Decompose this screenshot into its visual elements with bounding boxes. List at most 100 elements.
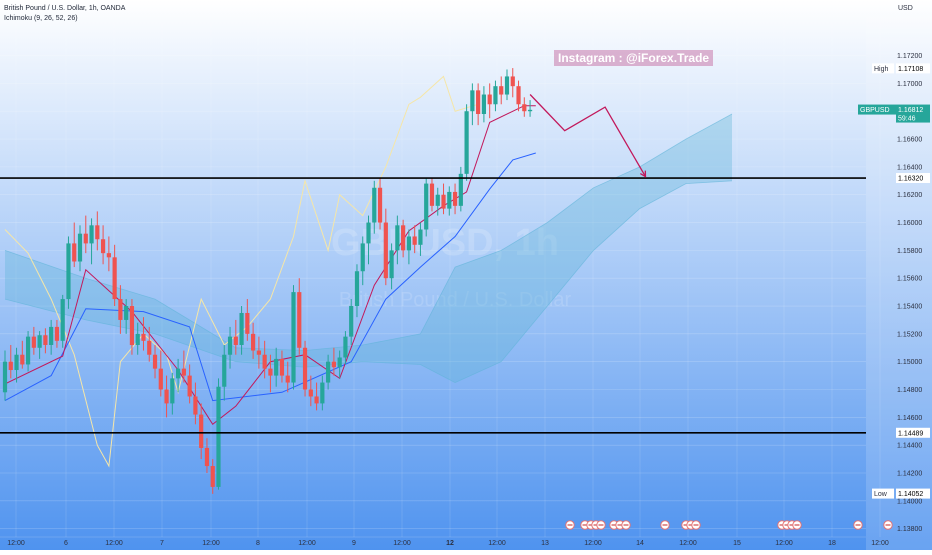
price-tick-label: 1.15200 — [897, 331, 922, 338]
ichimoku-cloud — [4, 113, 733, 384]
horizontal-levels[interactable] — [0, 177, 866, 434]
candle-body — [227, 336, 233, 355]
time-tick-label: 15 — [733, 540, 741, 547]
time-tick-label: 9 — [352, 540, 356, 547]
candle-body — [476, 90, 481, 115]
candle-body — [199, 414, 204, 448]
price-tick-label: 1.16000 — [897, 220, 922, 227]
candle-body — [72, 243, 77, 262]
candle-body — [441, 194, 446, 209]
cloud-area — [5, 114, 732, 383]
candle-body — [158, 368, 163, 390]
time-tick-label: 13 — [541, 540, 549, 547]
candle-body — [25, 336, 31, 365]
event-icon[interactable] — [691, 520, 701, 530]
price-label-countdown: 59:46 — [898, 116, 916, 123]
event-icon[interactable] — [660, 520, 670, 530]
candle-body — [481, 94, 487, 115]
event-icon[interactable] — [792, 520, 802, 530]
time-tick-label: 12:00 — [584, 540, 602, 547]
candle-body — [464, 111, 469, 174]
candle-body — [320, 382, 325, 404]
price-label-value-bg — [896, 427, 930, 438]
event-icon[interactable] — [621, 520, 631, 530]
candle-body — [372, 187, 377, 223]
price-label-tag: Low — [874, 491, 888, 498]
candle-body — [8, 361, 13, 371]
candle-body — [418, 229, 423, 245]
cloud-lower-line — [4, 180, 733, 384]
event-icons[interactable] — [565, 520, 893, 530]
candle-body — [510, 76, 515, 87]
candle-body — [187, 375, 192, 397]
time-tick-label: 8 — [256, 540, 260, 547]
candle-body — [331, 361, 336, 368]
candle-body — [239, 312, 244, 345]
event-icon[interactable] — [596, 520, 606, 530]
candle-body — [43, 335, 48, 345]
candle-body — [106, 253, 111, 258]
price-axis-bg — [866, 0, 932, 550]
candle-body — [77, 233, 83, 262]
price-tick-label: 1.14600 — [897, 415, 922, 422]
price-tick-label: 1.14800 — [897, 387, 922, 394]
candle-body — [89, 225, 94, 244]
price-tick-label: 1.17000 — [897, 81, 922, 88]
candle-body — [406, 236, 411, 251]
instagram-promo: Instagram : @iForex.Trade — [554, 50, 714, 66]
candle-body — [291, 292, 296, 383]
time-tick-label: 12 — [446, 540, 454, 547]
candle-body — [308, 389, 313, 397]
candle-body — [349, 306, 354, 337]
price-label-tag-bg — [872, 488, 894, 499]
candle-body — [66, 243, 71, 300]
candle-body — [343, 336, 348, 358]
candle-body — [112, 257, 117, 300]
candle-body — [429, 183, 435, 206]
candle-body — [170, 378, 175, 404]
candle-body — [135, 333, 140, 345]
candle-body — [233, 336, 238, 345]
price-label-value: 1.14489 — [898, 430, 923, 437]
price-label-value: 1.17108 — [898, 66, 923, 73]
candle-body — [360, 243, 365, 272]
candle-body — [118, 299, 123, 320]
price-label-value: 1.16320 — [898, 176, 923, 183]
time-axis[interactable]: 12:00 6 12:00 7 12:00 8 12:00 9 12:00 12 12:00 13 12… — [0, 536, 889, 547]
candle-body — [279, 358, 285, 376]
time-tick-label: 18 — [828, 540, 836, 547]
candle-body — [470, 90, 475, 112]
candle-body — [95, 225, 100, 240]
projection-arrow[interactable] — [529, 94, 647, 178]
candle-body — [447, 191, 452, 209]
candle-body — [31, 336, 36, 348]
candle-body — [204, 447, 210, 467]
candle-body — [527, 109, 533, 112]
candle-body — [452, 191, 458, 206]
candle-body — [152, 354, 158, 369]
price-axis[interactable]: USD1.172001.170001.168001.166001.164001.… — [858, 0, 932, 550]
candle-body — [285, 375, 290, 383]
candle-body — [181, 368, 186, 376]
candle-body — [216, 386, 221, 487]
candle-body — [49, 326, 54, 345]
price-label-tag: GBPUSD — [860, 107, 890, 114]
candle-body — [176, 368, 181, 379]
candle-body — [504, 76, 510, 95]
time-tick-label: 12:00 — [393, 540, 411, 547]
time-tick-label: 12:00 — [298, 540, 316, 547]
event-icon[interactable] — [853, 520, 863, 530]
candle-body — [395, 225, 400, 251]
candle-body — [60, 299, 65, 341]
candle-body — [366, 222, 371, 244]
grid — [0, 18, 881, 537]
event-icon[interactable] — [565, 520, 575, 530]
candle-body — [522, 104, 527, 112]
candle-body — [458, 173, 463, 206]
price-tick-label: 1.14200 — [897, 470, 922, 477]
time-tick-label: 12:00 — [775, 540, 793, 547]
event-icon[interactable] — [883, 520, 893, 530]
time-tick-label: 12:00 — [488, 540, 506, 547]
